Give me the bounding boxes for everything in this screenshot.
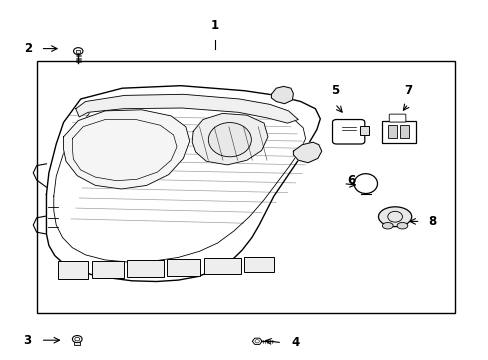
Text: 1: 1 xyxy=(211,19,219,32)
FancyBboxPatch shape xyxy=(382,121,415,143)
Text: 2: 2 xyxy=(23,42,32,55)
Bar xyxy=(76,50,80,53)
Bar xyxy=(244,257,273,272)
Text: 5: 5 xyxy=(330,84,338,97)
Polygon shape xyxy=(293,142,321,163)
Bar xyxy=(167,259,200,276)
Polygon shape xyxy=(271,86,293,104)
Polygon shape xyxy=(192,113,267,165)
Bar xyxy=(400,125,408,138)
Bar xyxy=(359,126,368,135)
Ellipse shape xyxy=(208,122,251,157)
Polygon shape xyxy=(63,110,189,189)
Bar xyxy=(92,261,123,278)
Text: 7: 7 xyxy=(404,84,411,97)
Text: 8: 8 xyxy=(427,215,435,228)
Bar xyxy=(127,260,163,277)
Bar xyxy=(58,261,88,279)
Text: 6: 6 xyxy=(346,174,355,186)
Polygon shape xyxy=(76,94,298,123)
Ellipse shape xyxy=(353,174,377,194)
Ellipse shape xyxy=(378,207,411,227)
Text: 4: 4 xyxy=(290,336,299,349)
Bar xyxy=(37,61,454,313)
Circle shape xyxy=(72,336,82,343)
Polygon shape xyxy=(46,86,320,282)
Ellipse shape xyxy=(396,222,407,229)
Bar xyxy=(74,342,80,345)
FancyBboxPatch shape xyxy=(332,120,364,144)
FancyBboxPatch shape xyxy=(388,114,405,122)
Circle shape xyxy=(73,48,83,55)
Text: 3: 3 xyxy=(23,334,32,347)
Ellipse shape xyxy=(382,222,392,229)
Polygon shape xyxy=(252,338,262,345)
Bar xyxy=(204,258,241,274)
Bar xyxy=(387,125,396,138)
